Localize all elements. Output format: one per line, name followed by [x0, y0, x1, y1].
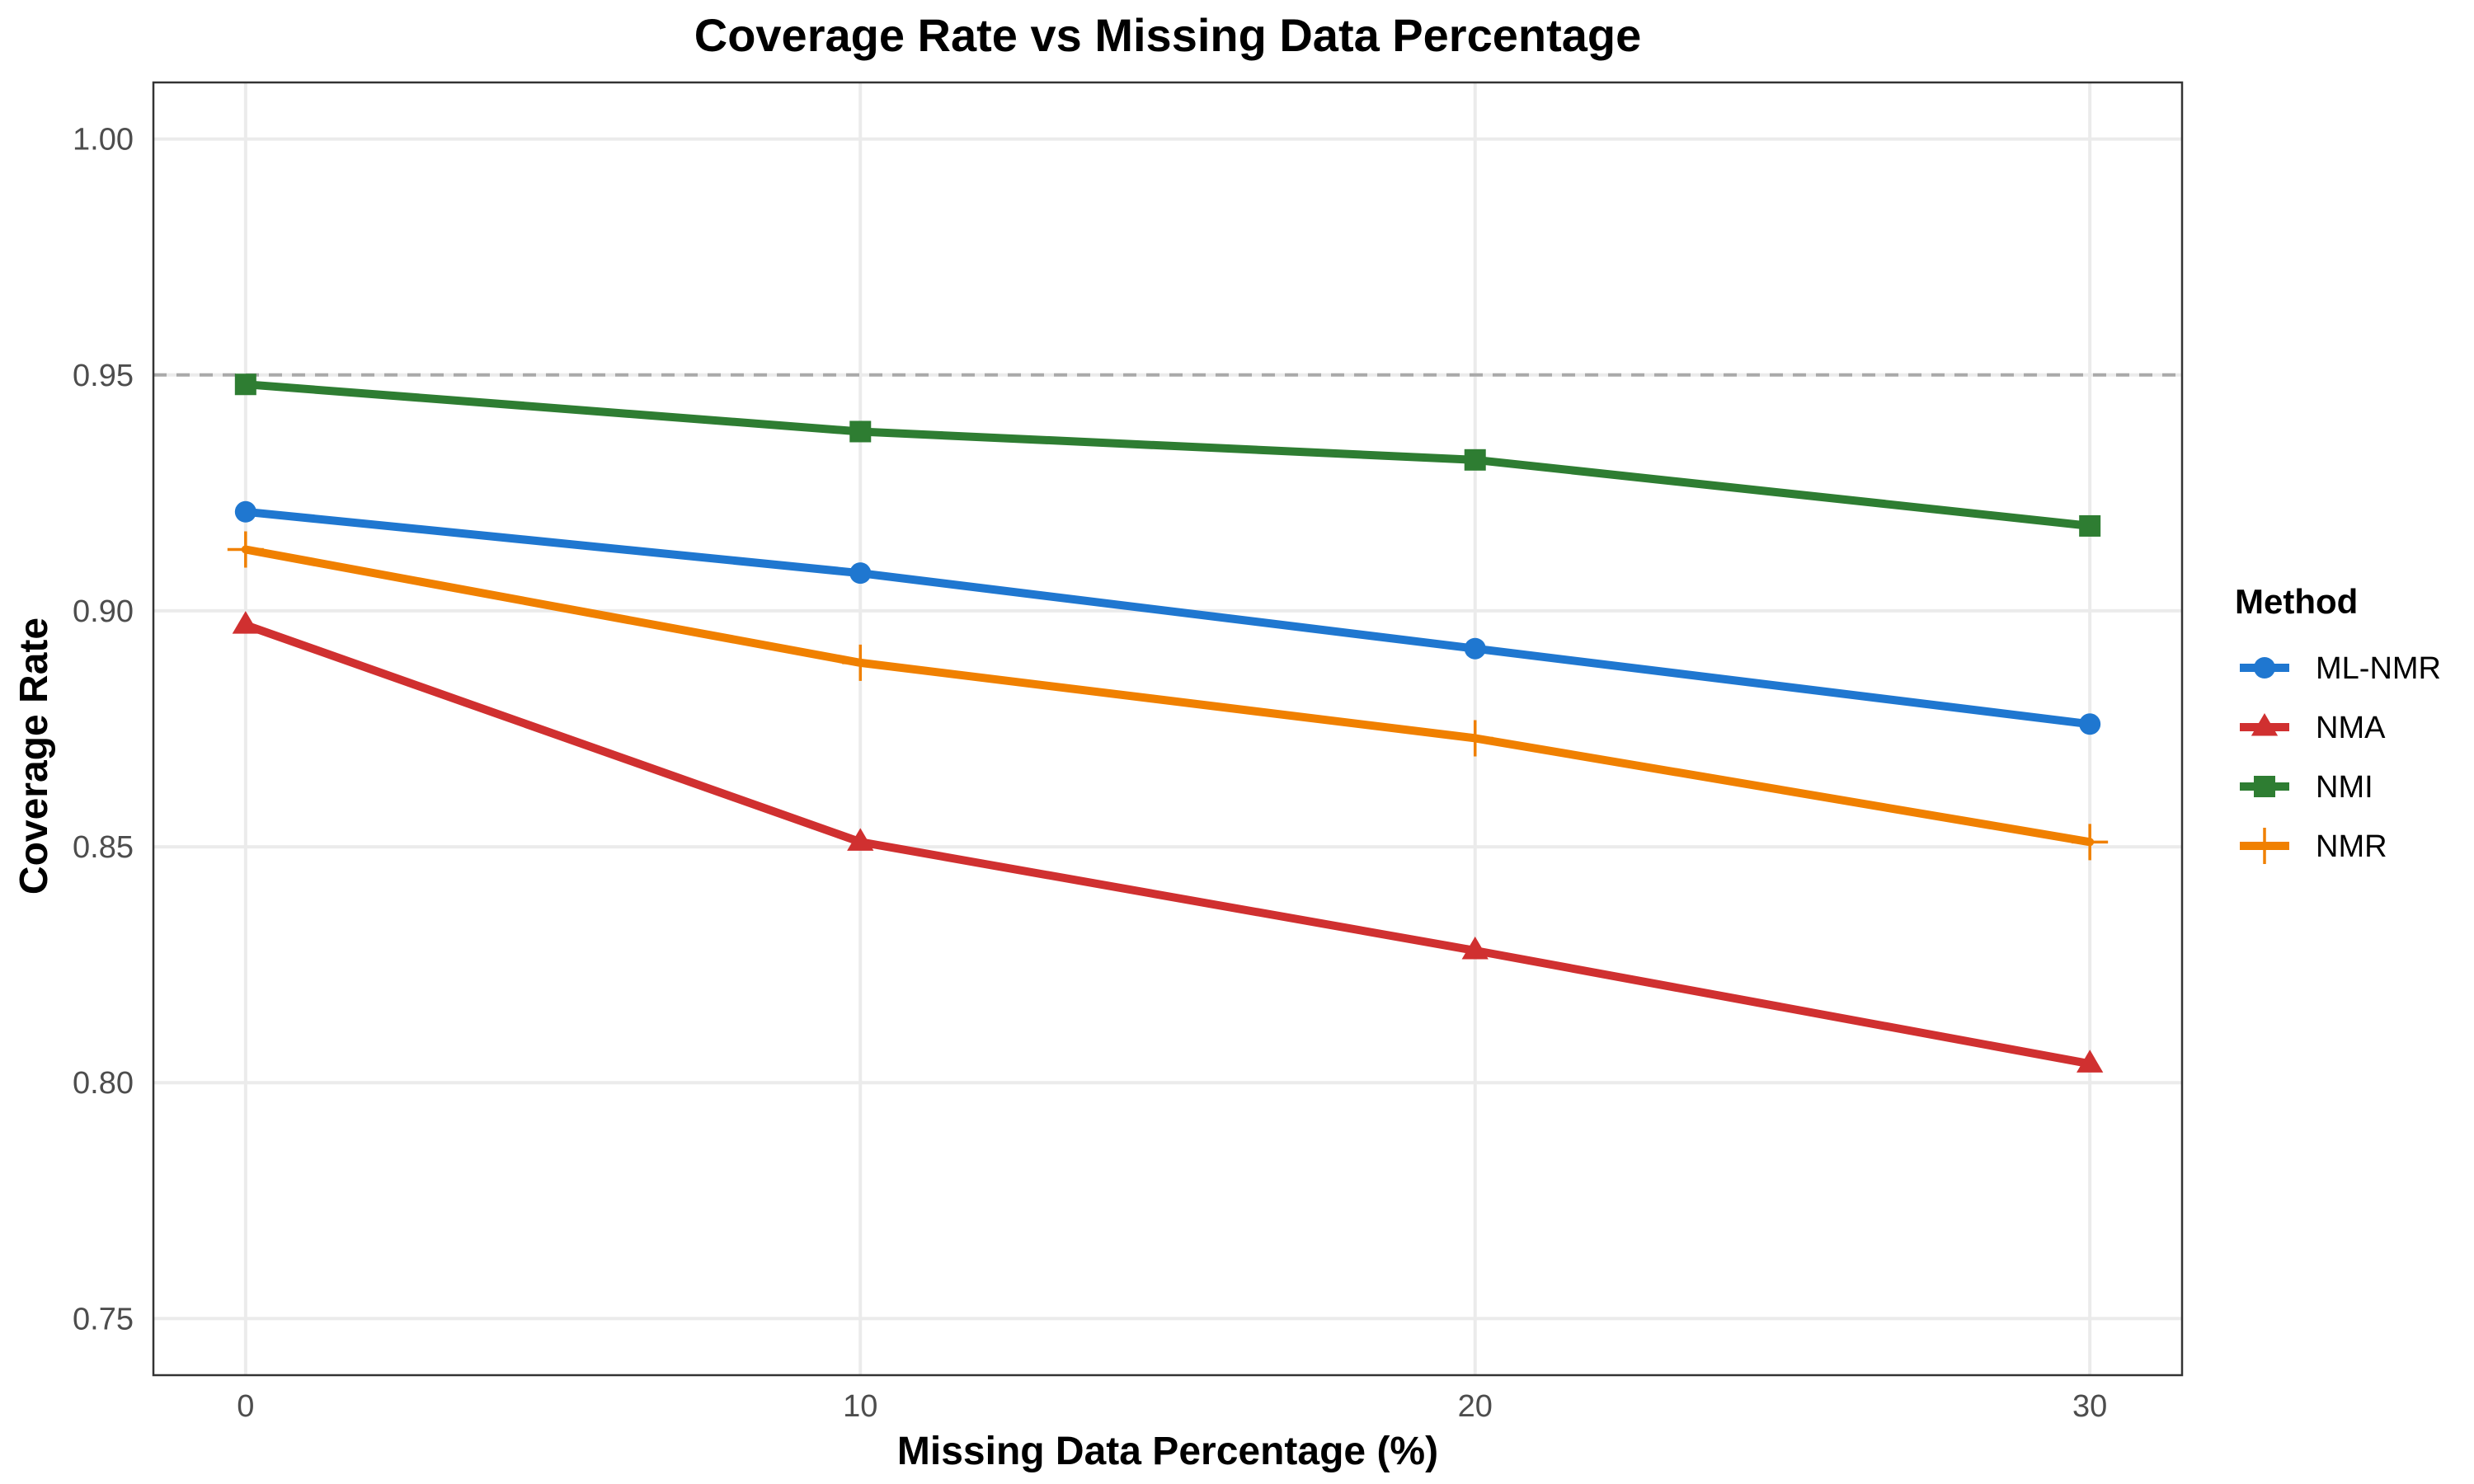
data-point-nmi	[2079, 514, 2101, 537]
series-ml-nmr	[234, 500, 2101, 735]
series-line-ml-nmr	[241, 507, 2095, 729]
data-point-ml-nmr	[234, 500, 256, 523]
x-axis-title: Missing Data Percentage (%)	[897, 1430, 1438, 1473]
y-tick-label: 0.95	[73, 359, 134, 393]
legend-label-nmr: NMR	[2316, 829, 2387, 864]
plot-border	[152, 81, 2184, 1377]
y-tick-label: 1.00	[73, 123, 134, 157]
legend-label-ml-nmr: ML-NMR	[2316, 651, 2441, 686]
chart-title: Coverage Rate vs Missing Data Percentage	[694, 9, 1641, 61]
data-point-ml-nmr	[2079, 713, 2101, 735]
legend-label-nma: NMA	[2316, 711, 2386, 745]
data-point-nmr	[227, 531, 264, 568]
y-tick-label: 0.90	[73, 594, 134, 629]
series-line-nmi	[241, 380, 2095, 530]
legend-item-nma: NMA	[2240, 711, 2386, 745]
data-point-nmr	[2072, 824, 2109, 861]
data-point-nma	[2077, 1050, 2104, 1073]
legend-item-nmr: NMR	[2240, 828, 2387, 864]
legend-item-ml-nmr: ML-NMR	[2240, 651, 2441, 686]
legend-marker-ml-nmr	[2254, 657, 2275, 679]
y-tick-label: 0.80	[73, 1066, 134, 1101]
y-axis-title: Coverage Rate	[12, 618, 56, 895]
series-nmr	[227, 531, 2109, 861]
y-tick-label: 0.75	[73, 1302, 134, 1336]
data-point-nma	[232, 611, 259, 634]
x-tick-label: 30	[2072, 1389, 2107, 1424]
series-nma	[232, 611, 2104, 1073]
legend: Method ML-NMR NMA NMI NMR	[2235, 582, 2441, 864]
series-nmi	[234, 373, 2101, 537]
data-point-nmi	[234, 373, 256, 396]
legend-title: Method	[2235, 582, 2358, 621]
x-tick-label: 20	[1458, 1389, 1493, 1424]
legend-items: ML-NMR NMA NMI NMR	[2240, 651, 2441, 864]
data-point-nma	[847, 828, 874, 851]
x-tick-label: 10	[843, 1389, 877, 1424]
legend-label-nmi: NMI	[2316, 770, 2373, 805]
series-group	[227, 373, 2109, 1073]
data-point-nma	[1461, 936, 1489, 960]
x-tick-label: 0	[237, 1389, 254, 1424]
series-line-nmr	[241, 545, 2095, 847]
y-axis-ticks: 0.75 0.80 0.85 0.90 0.95 1.00	[73, 123, 134, 1337]
data-point-nmi	[849, 420, 872, 443]
data-point-ml-nmr	[849, 562, 872, 585]
data-point-ml-nmr	[1464, 637, 1486, 660]
legend-item-nmi: NMI	[2240, 770, 2373, 805]
x-axis-ticks: 0 10 20 30	[237, 1389, 2107, 1424]
data-point-nmi	[1464, 448, 1486, 471]
data-point-nmr	[842, 644, 879, 681]
series-line-nma	[241, 621, 2095, 1068]
y-tick-label: 0.85	[73, 830, 134, 865]
data-point-nmr	[1456, 720, 1493, 757]
legend-marker-nmr	[2246, 828, 2283, 864]
legend-marker-nmi	[2254, 776, 2275, 797]
grid	[153, 82, 2182, 1375]
legend-marker-nma	[2251, 713, 2279, 736]
